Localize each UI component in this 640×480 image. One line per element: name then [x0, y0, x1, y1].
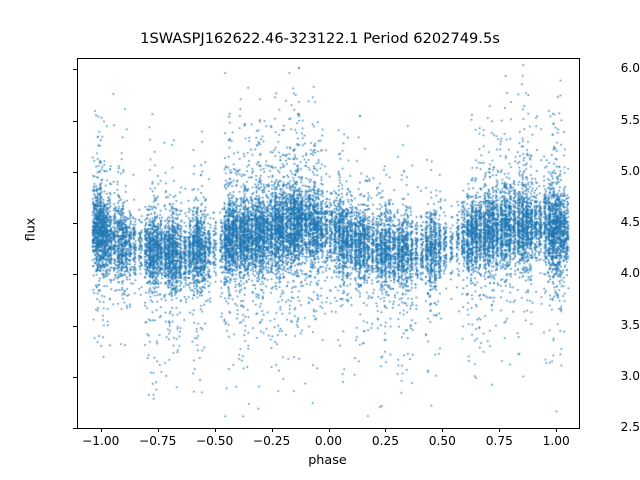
y-tick-label: 3.0	[620, 368, 640, 383]
x-tick-mark	[214, 428, 216, 432]
y-tick-mark	[73, 223, 77, 224]
y-axis-label: flux	[23, 217, 39, 242]
x-tick-mark	[499, 428, 501, 432]
x-tick-label: −0.50	[195, 434, 234, 448]
y-tick-label: 4.0	[620, 266, 640, 281]
x-tick-label: −0.25	[252, 434, 291, 448]
x-axis-label: phase	[308, 453, 347, 468]
y-tick-label: 3.5	[620, 317, 640, 332]
x-tick-label: 0.75	[485, 434, 513, 448]
page-title: 1SWASPJ162622.46-323122.1 Period 6202749…	[140, 30, 500, 47]
y-tick-mark	[73, 171, 77, 173]
y-tick-mark	[73, 274, 77, 276]
y-tick-label: 2.5	[620, 420, 640, 434]
y-tick-mark	[73, 69, 77, 71]
x-tick-mark	[271, 428, 273, 432]
y-tick-label: 5.0	[620, 163, 640, 178]
x-tick-label: 0.50	[428, 434, 456, 448]
y-tick-label: 4.5	[620, 215, 640, 229]
x-tick-mark	[442, 428, 444, 432]
y-tick-label: 6.0	[620, 61, 640, 76]
x-tick-mark	[100, 428, 102, 432]
y-tick-mark	[73, 120, 77, 122]
x-tick-label: 0.00	[314, 434, 343, 448]
x-tick-label: 1.00	[542, 434, 570, 448]
x-tick-label: −1.00	[82, 434, 120, 448]
x-tick-mark	[157, 428, 159, 432]
x-tick-mark	[556, 428, 558, 432]
x-tick-label: −0.75	[139, 434, 177, 448]
y-tick-label: 5.5	[620, 112, 640, 127]
y-tick-mark	[73, 428, 77, 429]
x-tick-label: 0.25	[371, 434, 399, 448]
y-tick-mark	[73, 376, 77, 378]
scatter-data-layer	[78, 59, 579, 428]
x-tick-mark	[328, 428, 330, 432]
y-tick-mark	[73, 325, 77, 327]
x-tick-mark	[385, 428, 387, 432]
